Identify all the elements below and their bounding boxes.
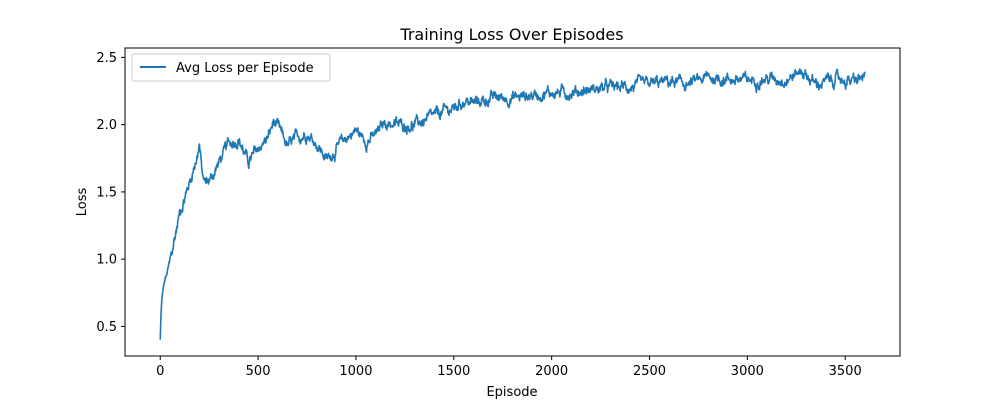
- legend-box: [131, 53, 331, 82]
- x-tick-label: 1000: [339, 364, 372, 379]
- ticks-layer: 0 500 1000 1500 2000 2500 3000 3500 0.5 1.0 1.5 2.0…: [96, 51, 861, 379]
- legend-label: Avg Loss per Episode: [176, 61, 314, 76]
- x-tick-label: 0: [156, 364, 164, 379]
- y-tick-label: 2.0: [96, 118, 117, 133]
- x-tick-label: 3000: [731, 364, 764, 379]
- legend: Avg Loss per Episode: [131, 53, 331, 82]
- chart-title: Training Loss Over Episodes: [399, 25, 623, 44]
- y-tick-label: 0.5: [96, 320, 117, 335]
- x-tick-label: 1500: [437, 364, 470, 379]
- y-tick-label: 1.0: [96, 253, 117, 268]
- y-axis-label: Loss: [75, 188, 90, 217]
- x-tick-label: 500: [246, 364, 271, 379]
- series-layer: [159, 68, 866, 340]
- series-line-avg-loss: [159, 68, 866, 340]
- y-tick-label: 1.5: [96, 185, 117, 200]
- x-tick-label: 2000: [535, 364, 568, 379]
- x-tick-label: 2500: [633, 364, 666, 379]
- x-tick-label: 3500: [829, 364, 862, 379]
- y-tick-label: 2.5: [96, 51, 117, 66]
- x-axis-label: Episode: [486, 385, 537, 400]
- plot-frame: [124, 47, 901, 357]
